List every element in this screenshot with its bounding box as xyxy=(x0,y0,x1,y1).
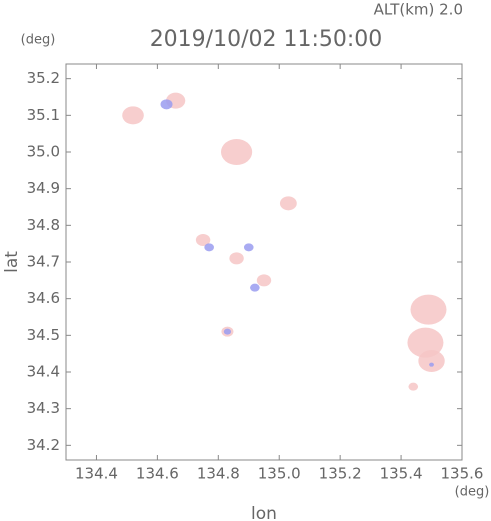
echo-blob xyxy=(204,243,214,252)
y-tick-label: 35.2 xyxy=(27,69,60,87)
y-tick-label: 34.7 xyxy=(27,253,60,271)
plot-frame xyxy=(65,63,463,461)
chart-title: 2019/10/02 11:50:00 xyxy=(150,27,383,52)
y-tick-label: 34.2 xyxy=(27,436,60,454)
echo-blob xyxy=(250,283,260,292)
echo-blob xyxy=(418,350,445,372)
echo-blob xyxy=(229,252,244,265)
y-tick-label: 34.5 xyxy=(27,326,60,344)
y-tick-label: 34.3 xyxy=(27,399,60,417)
x-tick-label: 135.0 xyxy=(258,465,301,483)
y-tick-label: 35.0 xyxy=(27,143,60,161)
echo-blob xyxy=(223,328,232,335)
echo-blob xyxy=(279,196,297,211)
echo-blob xyxy=(160,99,173,110)
echo-blob xyxy=(243,243,254,252)
echo-blob xyxy=(429,362,434,367)
echo-blob xyxy=(195,234,211,246)
y-tick-label: 35.1 xyxy=(27,106,60,124)
x-tick-label: 135.2 xyxy=(319,465,362,483)
x-axis-title: lon xyxy=(251,504,277,521)
y-tick-label: 34.4 xyxy=(27,363,60,381)
x-tick-label: 134.6 xyxy=(136,465,179,483)
echo-blob xyxy=(220,139,253,165)
y-axis-title: lat xyxy=(2,251,22,273)
x-tick-label: 134.8 xyxy=(197,465,240,483)
y-tick-label: 34.6 xyxy=(27,289,60,307)
y-tick-label: 34.9 xyxy=(27,179,60,197)
echo-blob xyxy=(122,106,144,125)
x-tick-label: 135.4 xyxy=(380,465,423,483)
echo-blob xyxy=(256,274,272,287)
y-unit: (deg) xyxy=(21,33,56,48)
x-tick-label: 134.4 xyxy=(75,465,118,483)
x-unit: (deg) xyxy=(455,485,490,500)
y-tick-label: 34.8 xyxy=(27,216,60,234)
x-tick-label: 135.6 xyxy=(441,465,484,483)
echo-blob xyxy=(410,294,447,325)
echo-blob xyxy=(408,382,419,391)
chart-subtitle: ALT(km) 2.0 xyxy=(374,1,463,19)
echo-blob xyxy=(407,327,444,358)
